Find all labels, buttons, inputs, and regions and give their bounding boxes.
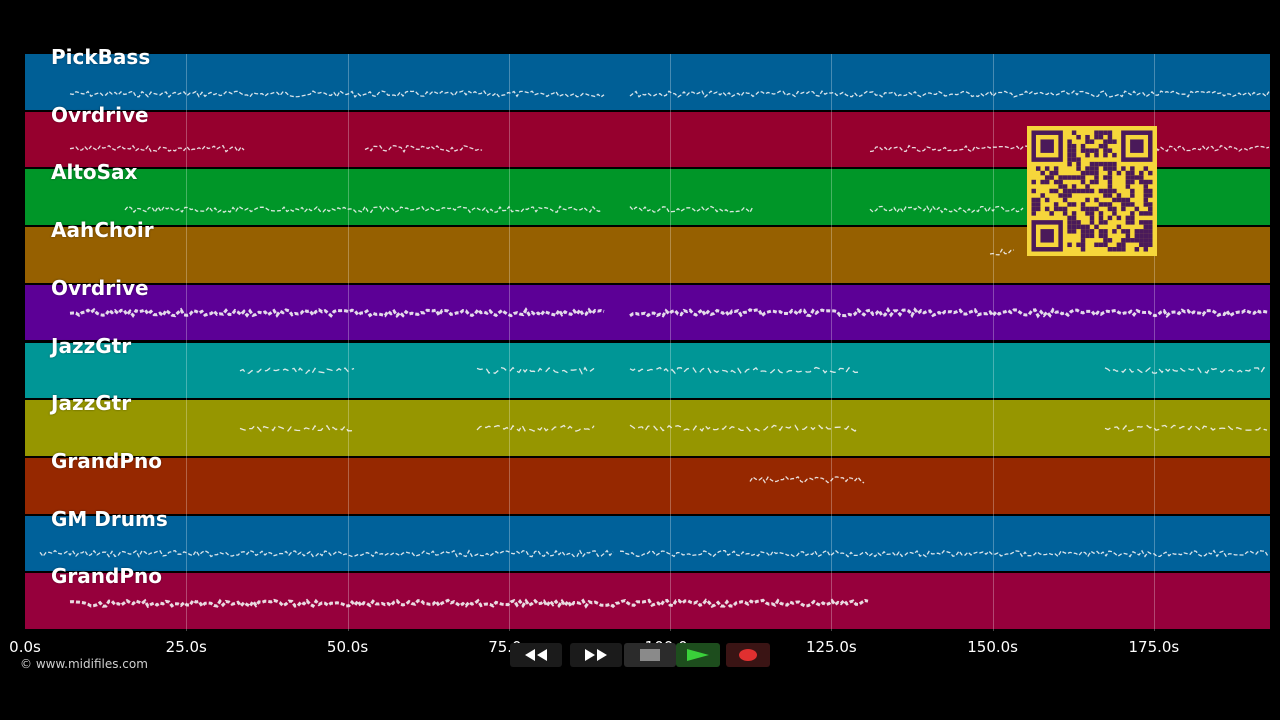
grid-line <box>186 54 188 631</box>
qr-code-graphic <box>1031 130 1153 252</box>
notes-layer <box>39 90 1270 609</box>
grid-line <box>670 54 672 631</box>
note-run <box>989 248 1015 256</box>
note-run <box>239 424 355 433</box>
note-run <box>1104 366 1268 375</box>
fast-forward-button[interactable] <box>570 643 622 667</box>
note-run <box>69 90 605 98</box>
note-run <box>629 424 859 432</box>
note-run <box>476 423 595 432</box>
note-run <box>629 205 754 214</box>
time-tick-label: 175.0s <box>1128 638 1180 656</box>
record-button[interactable] <box>726 643 770 667</box>
grid-line <box>1153 54 1155 631</box>
note-run <box>39 549 614 558</box>
play-button[interactable] <box>676 643 720 667</box>
track-label: Ovrdrive <box>51 275 149 300</box>
transport-controls <box>510 641 770 671</box>
note-run <box>239 367 355 375</box>
play-icon <box>687 649 709 661</box>
note-run <box>69 144 245 153</box>
note-run <box>629 306 1270 319</box>
rewind-button[interactable] <box>510 643 562 667</box>
track-label: AltoSax <box>51 160 138 185</box>
track-label: GrandPno <box>51 564 162 589</box>
track-row: PickBass <box>25 45 1270 110</box>
track-label: PickBass <box>51 45 151 69</box>
note-run <box>619 549 1269 558</box>
note-run <box>124 205 603 214</box>
grid-line <box>508 54 510 631</box>
note-run <box>1104 424 1268 432</box>
track-row: GM Drums <box>25 507 1270 572</box>
track-label: JazzGtr <box>51 391 132 416</box>
track-label: AahChoir <box>51 218 154 243</box>
record-icon <box>739 649 757 661</box>
time-tick-label: 125.0s <box>805 638 857 656</box>
note-run <box>869 205 1024 214</box>
note-run <box>69 598 869 609</box>
track-label: GrandPno <box>51 448 162 473</box>
grid-line <box>831 54 833 631</box>
note-run <box>749 476 865 484</box>
note-run <box>69 307 605 319</box>
grid-line <box>347 54 349 631</box>
track-label: JazzGtr <box>51 333 132 358</box>
stop-icon <box>640 649 660 661</box>
track-label: GM Drums <box>51 506 168 531</box>
note-run <box>364 144 483 153</box>
note-run <box>476 366 595 375</box>
time-tick-label: 25.0s <box>165 638 207 656</box>
track-row: GrandPno <box>25 449 1270 514</box>
time-tick-label: 150.0s <box>967 638 1018 656</box>
fast-forward-icon <box>585 649 607 661</box>
qr-code-icon <box>1027 126 1157 256</box>
rewind-icon <box>525 649 547 661</box>
copyright-text: © www.midifiles.com <box>20 657 148 671</box>
stop-button[interactable] <box>624 643 676 667</box>
track-label: Ovrdrive <box>51 102 149 127</box>
grid-line <box>992 54 994 631</box>
note-run <box>629 90 1270 98</box>
time-tick-label: 50.0s <box>326 638 369 656</box>
track-row: GrandPno <box>25 564 1270 629</box>
time-tick-label: 0.0s <box>9 638 41 656</box>
note-run <box>629 366 859 375</box>
